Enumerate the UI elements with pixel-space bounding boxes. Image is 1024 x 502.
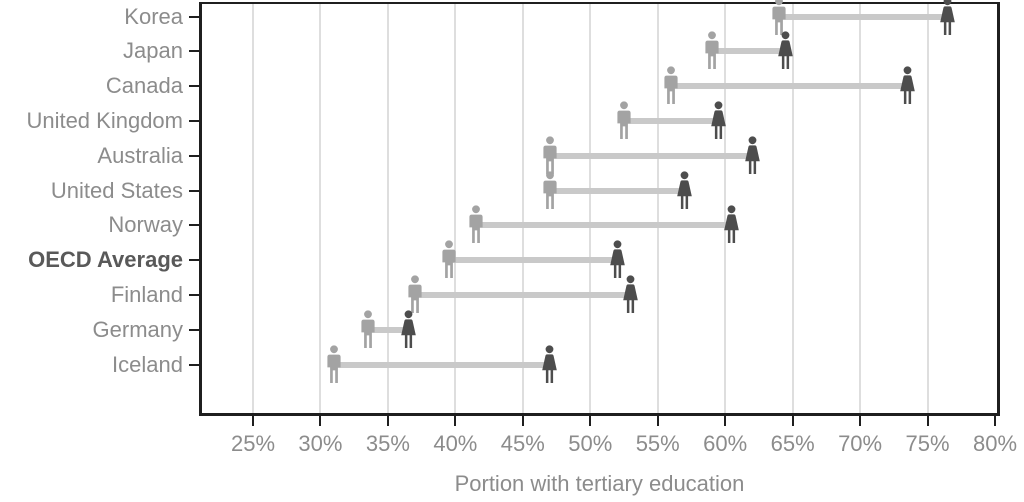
range-connector-bar xyxy=(448,257,618,264)
x-tick-label: 75% xyxy=(905,431,950,456)
category-label: Japan xyxy=(123,38,183,64)
gridline xyxy=(252,4,254,413)
x-axis-tick xyxy=(859,416,862,426)
man-icon xyxy=(540,170,560,211)
x-tick-label: 55% xyxy=(635,431,680,456)
x-axis-title: Portion with tertiary education xyxy=(454,471,745,496)
x-axis-tick xyxy=(926,416,929,426)
man-icon xyxy=(466,205,486,245)
y-axis-tick xyxy=(189,293,202,296)
range-connector-bar xyxy=(414,291,631,298)
woman-icon xyxy=(937,0,958,37)
gridline xyxy=(656,4,659,413)
gridline xyxy=(454,4,457,413)
gridline xyxy=(589,4,592,413)
man-icon xyxy=(661,66,681,106)
gridline xyxy=(859,4,862,413)
man-icon xyxy=(702,31,722,71)
man-icon xyxy=(358,310,378,350)
y-axis-tick xyxy=(189,363,202,366)
x-axis-tick xyxy=(589,416,592,426)
y-axis-tick xyxy=(189,224,202,227)
gridline xyxy=(521,4,524,413)
x-tick-label: 60% xyxy=(703,431,748,456)
range-connector-bar xyxy=(549,187,685,194)
gridline xyxy=(791,4,794,413)
y-axis-tick xyxy=(189,189,202,192)
category-label: Iceland xyxy=(112,351,183,377)
gridline xyxy=(724,4,727,413)
x-tick-label: 70% xyxy=(838,431,883,456)
category-label: OECD Average xyxy=(28,247,183,273)
x-tick-label: 40% xyxy=(433,431,478,456)
y-axis-tick xyxy=(189,328,202,331)
category-label: Canada xyxy=(105,73,183,99)
x-axis-tick xyxy=(994,416,996,426)
x-tick-label: 30% xyxy=(298,431,343,456)
x-tick-label: 65% xyxy=(770,431,815,456)
woman-icon xyxy=(721,205,742,245)
x-tick-label: 80% xyxy=(972,431,1018,456)
woman-icon xyxy=(775,31,796,71)
y-axis-tick xyxy=(189,119,202,122)
man-icon xyxy=(439,240,459,280)
x-axis-tick xyxy=(791,416,794,426)
category-label: Norway xyxy=(108,212,183,238)
x-axis-tick xyxy=(386,416,389,426)
range-connector-bar xyxy=(624,117,719,124)
woman-icon xyxy=(398,310,419,350)
range-connector-bar xyxy=(333,361,550,368)
category-label: Australia xyxy=(97,142,183,168)
range-connector-bar xyxy=(779,13,948,20)
man-icon xyxy=(769,0,789,37)
category-label: Germany xyxy=(92,316,183,342)
plot-area xyxy=(202,0,997,413)
woman-icon xyxy=(897,66,918,106)
category-label: United Kingdom xyxy=(26,107,183,133)
y-axis-tick xyxy=(189,15,202,18)
x-tick-label: 35% xyxy=(365,431,410,456)
category-label: Korea xyxy=(124,3,183,29)
x-axis-tick xyxy=(724,416,727,426)
x-axis-tick xyxy=(454,416,457,426)
category-label: Finland xyxy=(110,281,183,307)
man-icon xyxy=(324,344,344,385)
y-axis-tick xyxy=(189,259,202,262)
range-connector-bar xyxy=(549,152,753,159)
x-axis-tick xyxy=(252,416,254,426)
range-connector-bar xyxy=(711,48,786,55)
x-axis-tick xyxy=(319,416,322,426)
y-axis-tick xyxy=(189,85,202,88)
man-icon xyxy=(405,275,425,315)
gridline xyxy=(386,4,389,413)
x-axis-tick xyxy=(521,416,524,426)
plot-frame xyxy=(199,2,1000,416)
x-axis-tick xyxy=(656,416,659,426)
woman-icon xyxy=(607,240,628,280)
woman-icon xyxy=(674,170,695,211)
man-icon xyxy=(614,101,634,141)
x-tick-label: 25% xyxy=(230,431,276,456)
woman-icon xyxy=(708,101,729,141)
range-connector-bar xyxy=(671,83,908,90)
y-axis-tick xyxy=(189,50,202,53)
gridline xyxy=(926,4,929,413)
woman-icon xyxy=(539,344,560,385)
y-axis-tick xyxy=(189,154,202,157)
range-connector-bar xyxy=(475,222,732,229)
category-label: United States xyxy=(50,177,183,203)
man-icon xyxy=(540,136,560,176)
gridline xyxy=(319,4,322,413)
range-connector-bar xyxy=(367,326,409,333)
x-tick-label: 45% xyxy=(500,431,545,456)
woman-icon xyxy=(742,136,763,176)
x-tick-label: 50% xyxy=(568,431,613,456)
woman-icon xyxy=(620,275,641,315)
